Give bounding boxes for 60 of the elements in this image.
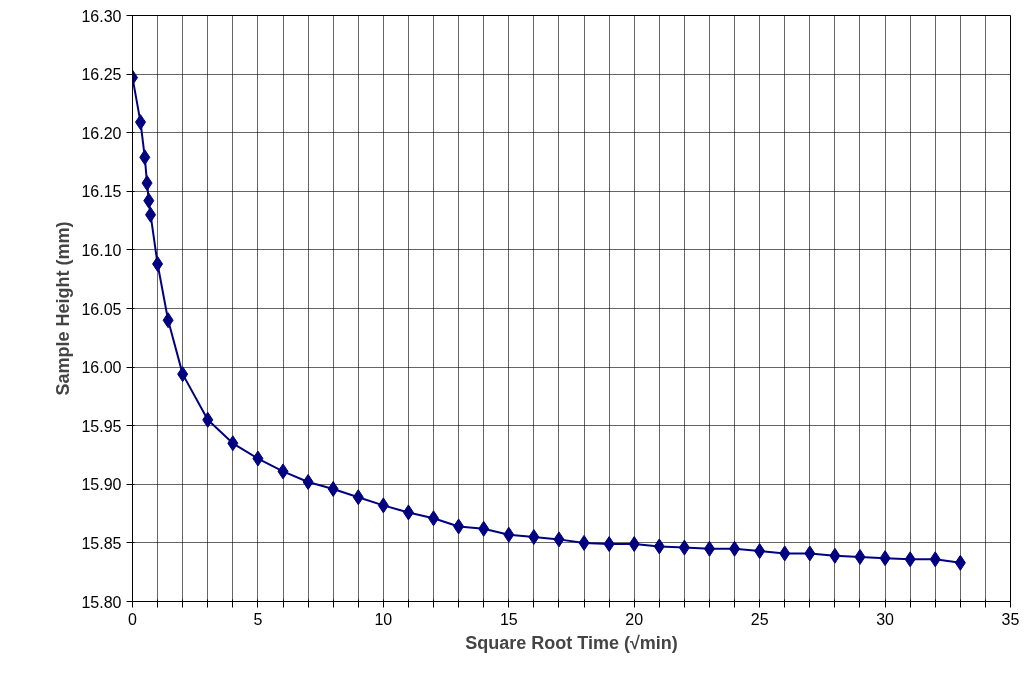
point xyxy=(135,114,147,131)
point xyxy=(177,366,189,383)
y-tick-label: 16.30 xyxy=(81,7,122,25)
point xyxy=(729,540,741,557)
point xyxy=(478,520,490,537)
point xyxy=(829,547,841,564)
y-tick-label: 16.05 xyxy=(81,300,122,318)
point xyxy=(302,473,314,490)
x-tick-label: 35 xyxy=(1001,610,1020,628)
y-tick-label: 15.85 xyxy=(81,534,122,552)
point xyxy=(252,450,264,467)
point xyxy=(143,192,155,209)
point xyxy=(428,510,440,527)
y-tick-label: 16.00 xyxy=(81,359,122,377)
point xyxy=(628,536,640,553)
y-tick-label: 15.80 xyxy=(81,593,122,611)
point xyxy=(929,551,941,568)
point xyxy=(202,411,214,428)
x-tick-label: 10 xyxy=(374,610,393,628)
x-tick-label: 20 xyxy=(625,610,644,628)
point xyxy=(603,536,615,553)
point xyxy=(578,534,590,551)
x-tick-label: 30 xyxy=(876,610,895,628)
point xyxy=(553,531,565,548)
y-axis-title: Sample Height (mm) xyxy=(53,221,74,396)
point xyxy=(145,206,157,223)
point xyxy=(754,543,766,560)
point xyxy=(678,539,690,556)
point xyxy=(402,504,414,521)
point xyxy=(139,149,151,166)
point xyxy=(227,435,239,452)
y-tick-label: 15.95 xyxy=(81,417,122,435)
y-tick-label: 16.25 xyxy=(81,66,122,84)
point xyxy=(141,175,153,192)
y-tick-label: 16.10 xyxy=(81,241,122,259)
x-tick-label: 15 xyxy=(499,610,518,628)
point xyxy=(503,526,515,543)
x-tick-label: 25 xyxy=(750,610,769,628)
point xyxy=(528,529,540,546)
point xyxy=(904,551,916,568)
point xyxy=(954,554,966,571)
point xyxy=(277,463,289,480)
point xyxy=(854,548,866,565)
y-tick-label: 16.15 xyxy=(81,183,122,201)
point xyxy=(327,480,339,497)
point xyxy=(152,255,164,272)
point xyxy=(879,550,891,567)
y-tick-label: 16.20 xyxy=(81,124,122,142)
point xyxy=(779,545,791,562)
point xyxy=(453,518,465,535)
point xyxy=(703,540,715,557)
x-tick-label: 0 xyxy=(128,610,138,628)
y-tick-label: 15.90 xyxy=(81,476,122,494)
point xyxy=(377,497,389,514)
point xyxy=(653,538,665,555)
x-axis-title: Square Root Time (√min) xyxy=(465,632,678,653)
x-tick-label: 5 xyxy=(253,610,263,628)
point xyxy=(804,545,816,562)
point xyxy=(162,312,174,329)
point xyxy=(352,489,364,506)
